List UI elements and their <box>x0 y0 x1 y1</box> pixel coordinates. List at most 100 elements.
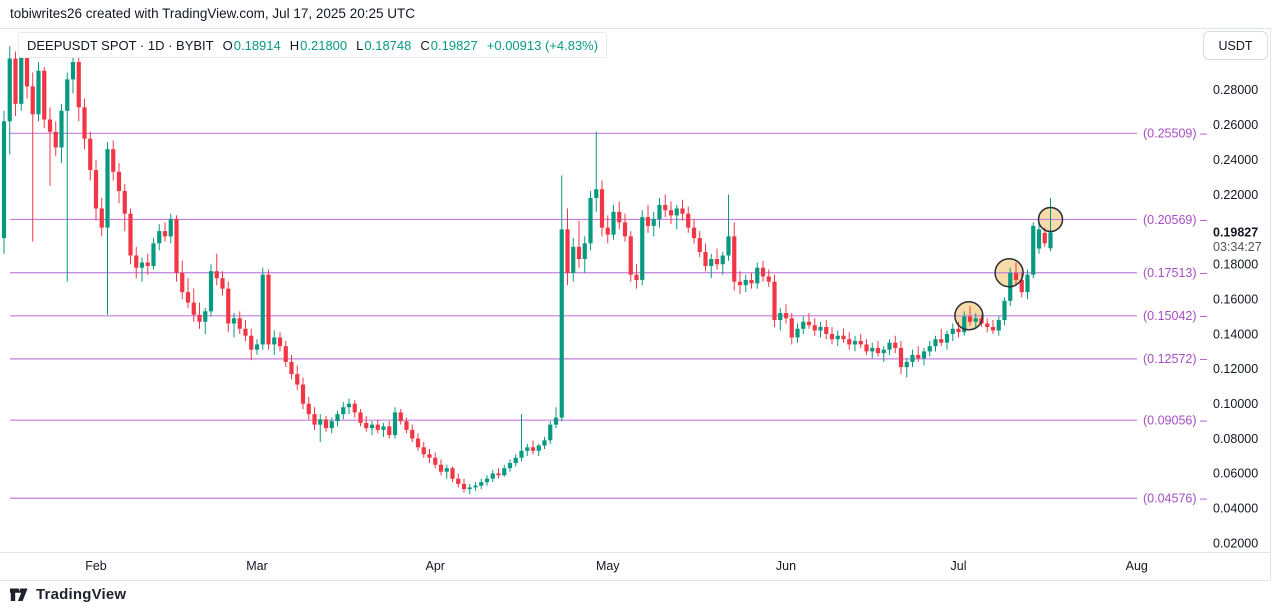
candle <box>467 483 472 495</box>
candle <box>950 323 955 341</box>
ohlc-low: L0.18748 <box>356 37 412 53</box>
candle <box>582 236 587 273</box>
price-axis[interactable]: 0.28000 0.26000 0.24000 0.22000 0.18000 0.160… <box>1213 83 1262 550</box>
tradingview-brand-text: TradingView <box>36 586 127 603</box>
candle <box>47 107 53 186</box>
level-price-label: (0.20569) – <box>1143 213 1207 227</box>
candle <box>398 408 403 425</box>
candle <box>145 253 150 275</box>
candle <box>438 459 444 476</box>
candle <box>162 222 168 242</box>
candle <box>519 414 524 462</box>
candle <box>714 248 720 270</box>
candle <box>743 274 748 293</box>
candle <box>203 307 208 334</box>
month-label: Feb <box>85 559 107 573</box>
candle <box>421 442 426 458</box>
candle <box>1036 224 1042 254</box>
tradingview-logo-icon <box>10 587 28 603</box>
candle <box>116 163 122 204</box>
candle <box>789 313 794 345</box>
price-tick-label: 0.02000 <box>1213 536 1258 550</box>
candle <box>122 184 127 232</box>
candle <box>778 307 783 331</box>
candle <box>668 201 674 225</box>
price-tick-label: 0.04000 <box>1213 502 1258 516</box>
level-price-label: (0.09056) – <box>1143 413 1207 427</box>
candle <box>502 464 507 477</box>
highlight-circle[interactable] <box>954 301 984 331</box>
symbol-title[interactable]: DEEPUSDT SPOT · 1D · BYBIT <box>27 37 214 53</box>
candle <box>812 318 817 336</box>
candle <box>513 454 518 467</box>
price-tick-label: 0.08000 <box>1213 432 1258 446</box>
candle <box>272 330 277 355</box>
candle <box>933 335 938 352</box>
candle <box>341 401 346 420</box>
candle <box>576 220 582 268</box>
month-label: May <box>596 559 620 573</box>
level-price-label: (0.12572) – <box>1143 352 1207 366</box>
candle <box>973 313 978 329</box>
candle <box>277 332 283 352</box>
candle <box>732 222 737 291</box>
candle <box>312 407 317 430</box>
candle <box>461 478 467 493</box>
candle <box>749 272 754 289</box>
candle <box>841 328 846 343</box>
candle <box>663 194 668 218</box>
candle <box>645 204 651 233</box>
candle <box>1002 297 1007 326</box>
candle <box>985 318 990 333</box>
candle <box>996 316 1001 336</box>
candle <box>490 469 495 483</box>
candle <box>369 421 375 436</box>
candle <box>346 398 352 415</box>
symbol-legend[interactable]: DEEPUSDT SPOT · 1D · BYBIT O0.18914 H0.2… <box>18 32 608 58</box>
candle <box>697 231 702 258</box>
candle <box>852 335 858 352</box>
candle <box>496 468 501 479</box>
candle <box>226 281 231 333</box>
candle <box>530 440 536 455</box>
candle <box>766 269 771 287</box>
candle <box>36 62 41 122</box>
level-price-label: (0.04576) – <box>1143 492 1207 506</box>
month-label: Apr <box>426 559 445 573</box>
candle <box>640 210 645 286</box>
candle <box>220 271 225 296</box>
candle <box>249 328 254 361</box>
price-tick-label: 0.18000 <box>1213 258 1258 272</box>
candle <box>404 417 409 434</box>
candle <box>1025 269 1030 300</box>
ohlc-close: C0.19827 <box>420 37 478 53</box>
candle <box>42 67 47 129</box>
candle <box>755 262 760 289</box>
candle <box>847 332 852 350</box>
highlight-circle[interactable] <box>994 257 1024 288</box>
candle <box>864 339 869 355</box>
time-axis[interactable]: Feb Mar Apr May Jun Jul Aug <box>85 559 1148 573</box>
tradingview-link[interactable]: TradingView <box>10 586 126 603</box>
candle <box>151 238 156 270</box>
month-label: Jul <box>951 559 967 573</box>
plot-area[interactable] <box>1 34 1137 499</box>
candle <box>542 436 547 450</box>
candle <box>829 327 835 345</box>
candle <box>887 339 892 355</box>
candle <box>944 330 950 350</box>
candle <box>415 433 421 451</box>
candle <box>254 339 260 355</box>
candle <box>634 264 639 289</box>
candle <box>243 320 248 341</box>
candle <box>720 252 725 275</box>
candle <box>893 335 898 354</box>
candle <box>13 51 18 117</box>
candle <box>364 415 369 432</box>
candle <box>300 377 306 409</box>
currency-unit-button[interactable]: USDT <box>1203 31 1268 60</box>
highlight-circle[interactable] <box>1037 206 1064 233</box>
candle <box>185 278 191 308</box>
candle <box>594 131 599 212</box>
